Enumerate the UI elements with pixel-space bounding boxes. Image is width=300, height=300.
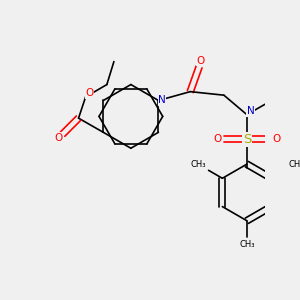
- Text: CH₃: CH₃: [190, 160, 206, 169]
- Text: N: N: [158, 95, 166, 106]
- Text: S: S: [243, 133, 251, 146]
- Text: O: O: [214, 134, 222, 144]
- Text: O: O: [54, 133, 62, 142]
- Text: O: O: [85, 88, 93, 98]
- Text: CH₃: CH₃: [288, 160, 300, 169]
- Text: O: O: [197, 56, 205, 66]
- Text: N: N: [247, 106, 254, 116]
- Text: O: O: [272, 134, 280, 144]
- Text: CH₃: CH₃: [239, 240, 255, 249]
